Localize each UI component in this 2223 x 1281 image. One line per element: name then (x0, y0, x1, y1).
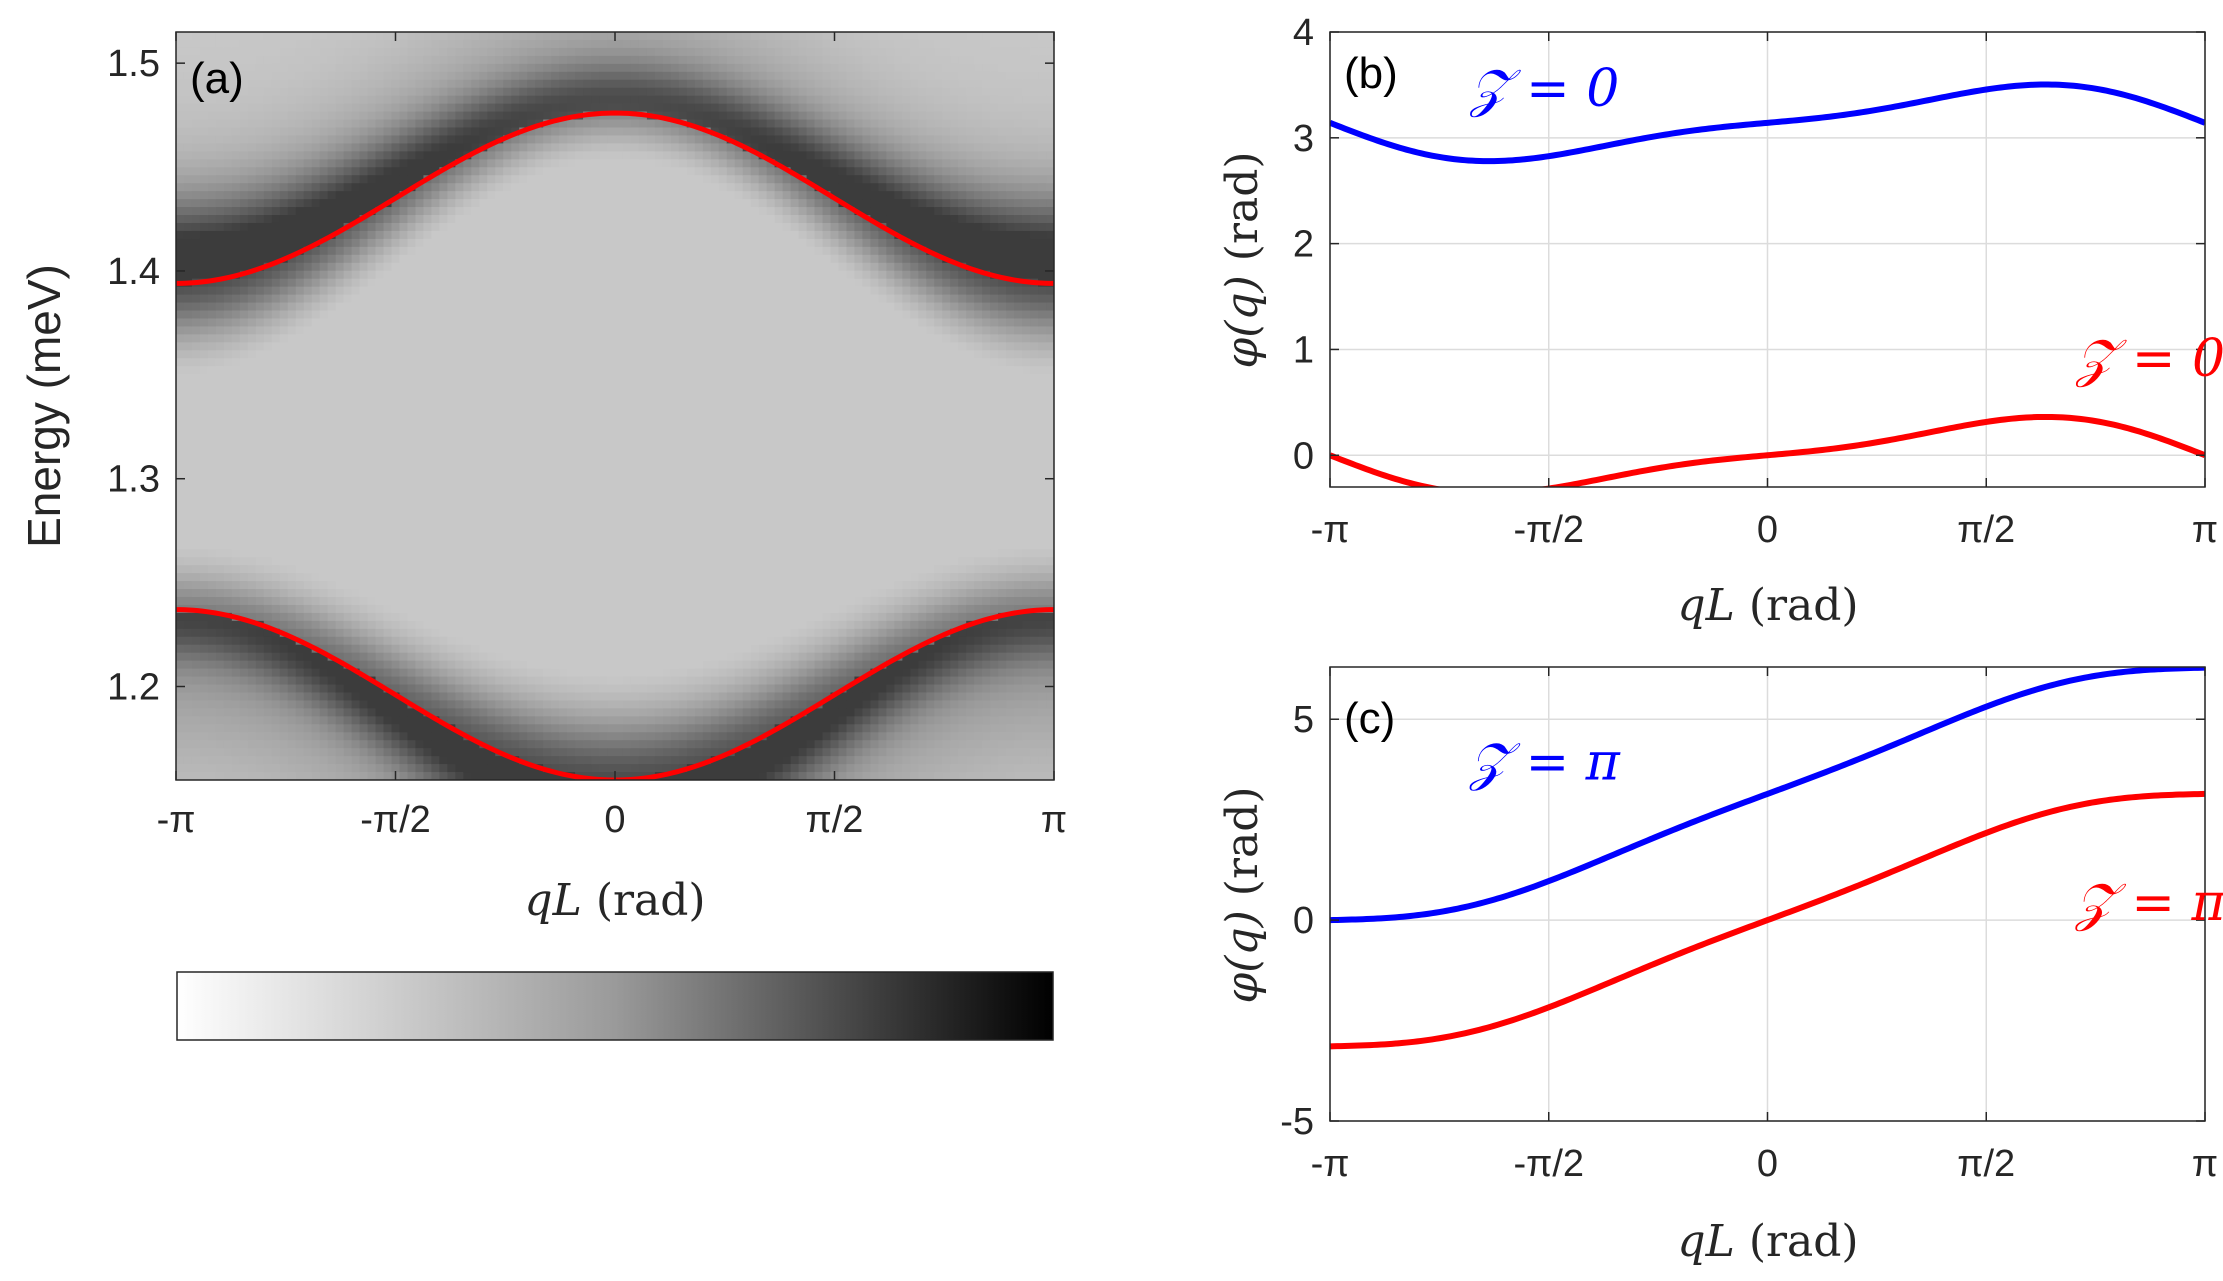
panel-a: -π -π/2 0 π/2 π1.21.31.41.5 (a) Energy (meV)… (18, 31, 1067, 1041)
